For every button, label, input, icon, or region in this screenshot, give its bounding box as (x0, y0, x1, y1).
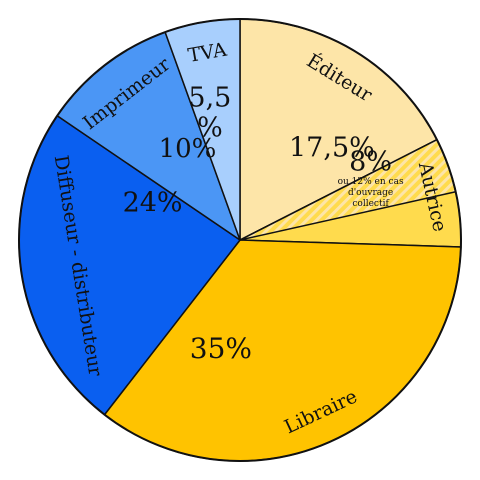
autrice-note-line-1: ou 12% en cas (338, 177, 404, 187)
value-label-tva-line-1: 5,5 (188, 83, 231, 114)
value-label-diffuseur: 24% (123, 187, 183, 218)
value-label-editeur: 17,5% (289, 133, 375, 164)
value-label-libraire: 35% (190, 332, 252, 365)
value-label-autrice: 8% (349, 146, 392, 177)
value-label-imprimeur: 10% (159, 134, 217, 164)
value-label-tva-line-2: % (197, 113, 223, 144)
autrice-note-line-3: collectif (352, 199, 389, 209)
pie-outline (18, 18, 462, 462)
autrice-note-line-2: d'ouvrage (348, 188, 393, 198)
